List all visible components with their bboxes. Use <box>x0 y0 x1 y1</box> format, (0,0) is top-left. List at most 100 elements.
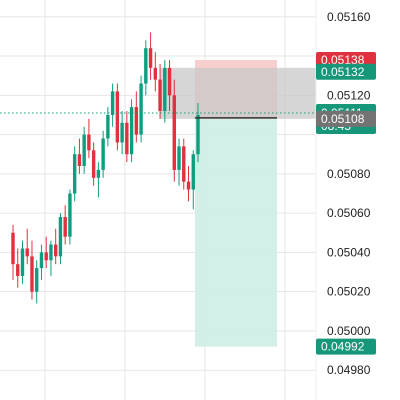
candles <box>11 32 200 304</box>
candle-up[interactable] <box>49 240 53 276</box>
take-profit-zone[interactable] <box>195 118 277 347</box>
candle-body <box>91 150 96 178</box>
candle-up[interactable] <box>72 146 77 202</box>
candle-body <box>115 91 120 143</box>
candle-down[interactable] <box>134 91 139 143</box>
candle-up[interactable] <box>39 244 44 280</box>
candle-body <box>58 217 63 257</box>
candle-up[interactable] <box>110 83 115 127</box>
candle-down[interactable] <box>91 142 96 186</box>
candle-up[interactable] <box>20 240 25 284</box>
bid-tag-text: 0.05108 <box>321 112 365 126</box>
candle-up[interactable] <box>196 103 200 163</box>
candle-body <box>20 248 25 276</box>
candle-up[interactable] <box>68 189 72 245</box>
candle-down[interactable] <box>53 228 58 265</box>
y-tick-label: 0.05120 <box>327 88 371 102</box>
candle-up[interactable] <box>96 162 101 198</box>
candle-down[interactable] <box>153 52 158 92</box>
candle-body <box>16 264 20 276</box>
ask-tag[interactable]: 0.05132 <box>316 63 376 80</box>
candle-body <box>158 79 162 112</box>
candle-body <box>72 154 77 194</box>
candle-body <box>44 252 48 261</box>
candle-up[interactable] <box>120 111 124 155</box>
candle-body <box>87 134 91 151</box>
candle-up[interactable] <box>82 126 86 174</box>
candle-down[interactable] <box>186 166 191 202</box>
candle-body <box>77 154 82 167</box>
candle-up[interactable] <box>58 213 63 265</box>
candle-body <box>163 67 167 112</box>
candle-body <box>106 114 110 139</box>
candle-down[interactable] <box>125 111 129 163</box>
candle-down[interactable] <box>63 205 67 245</box>
candle-body <box>177 146 181 170</box>
candle-down[interactable] <box>16 248 20 288</box>
candle-down[interactable] <box>158 63 162 119</box>
y-tick-label: 0.05000 <box>327 324 371 338</box>
candle-body <box>125 122 129 155</box>
y-tick-label: 0.05160 <box>327 10 371 24</box>
ask-tag-bg <box>316 63 376 80</box>
candle-body <box>153 67 158 80</box>
candle-body <box>148 48 153 68</box>
candle-down[interactable] <box>182 138 186 190</box>
candle-body <box>172 95 176 170</box>
candle-up[interactable] <box>144 40 148 96</box>
candle-down[interactable] <box>44 236 48 269</box>
y-tick-label: 0.05080 <box>327 167 371 181</box>
bid-tag-bg <box>316 110 376 127</box>
candle-body <box>186 181 191 190</box>
candle-body <box>134 107 139 135</box>
candle-down[interactable] <box>172 79 176 182</box>
candle-body <box>39 252 44 269</box>
candle-up[interactable] <box>101 130 105 178</box>
bid-tag[interactable]: 0.05108 <box>316 110 376 127</box>
candle-down[interactable] <box>77 138 82 174</box>
stop-loss-tag-text: 0.05138 <box>321 53 365 67</box>
candle-body <box>30 256 34 292</box>
candle-body <box>63 217 67 237</box>
y-tick-label: 0.05020 <box>327 285 371 299</box>
candle-body <box>144 48 148 84</box>
price-tags: 0.05138 0.05132 0.05111 08:45 0.05108 0.… <box>316 51 376 355</box>
candle-up[interactable] <box>35 260 39 304</box>
candle-down[interactable] <box>25 228 29 265</box>
candle-body <box>139 83 143 135</box>
candle-down[interactable] <box>115 83 120 151</box>
price-lines <box>0 112 316 119</box>
position-zones <box>160 59 316 347</box>
candle-down[interactable] <box>87 118 91 159</box>
take-profit-tag-text: 0.04992 <box>321 340 365 354</box>
candle-body <box>68 193 72 237</box>
y-axis: 0.05160 0.05120 0.05080 0.05060 0.05040 0.050… <box>315 0 371 400</box>
candle-up[interactable] <box>191 150 195 210</box>
candle-body <box>101 138 105 170</box>
ask-tag-text: 0.05132 <box>321 65 365 79</box>
candle-body <box>53 244 58 257</box>
candle-body <box>196 114 200 155</box>
candle-down[interactable] <box>11 224 15 280</box>
candle-down[interactable] <box>167 59 172 112</box>
candle-body <box>167 67 172 96</box>
candle-down[interactable] <box>30 240 34 300</box>
y-tick-label: 0.04980 <box>327 363 371 377</box>
candle-body <box>96 169 101 178</box>
entry-zone[interactable] <box>160 67 316 119</box>
candle-body <box>35 268 39 292</box>
candle-up[interactable] <box>163 59 167 123</box>
candle-up[interactable] <box>139 75 143 143</box>
y-tick-label: 0.05060 <box>327 206 371 220</box>
y-tick-label: 0.05040 <box>327 245 371 259</box>
candle-up[interactable] <box>177 138 181 186</box>
candle-up[interactable] <box>129 99 134 163</box>
take-profit-tag[interactable]: 0.04992 <box>316 338 376 355</box>
candle-body <box>129 107 134 155</box>
candle-down[interactable] <box>148 32 153 80</box>
candle-body <box>120 122 124 143</box>
candle-body <box>110 91 115 115</box>
candle-up[interactable] <box>106 107 110 147</box>
